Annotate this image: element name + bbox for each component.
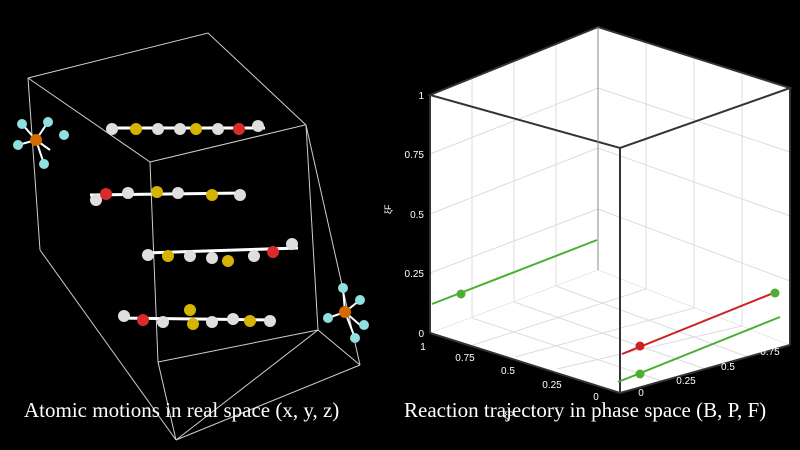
fluorine-atom [17,119,27,129]
carbon-atom [172,187,184,199]
floor-tick-label: 0.25 [542,380,562,391]
carbon-atom [206,252,218,264]
box-edges [426,25,794,394]
carbon-atom [184,250,196,262]
sulfur-atom [162,250,174,262]
fluorine-atom [39,159,49,169]
molecular-chain-4 [118,304,276,330]
sulfur-atom [244,315,256,327]
fluorine-atom [338,283,348,293]
trajectory-green-lower [617,316,781,383]
floor-tick-label: 0.75 [760,347,780,358]
oxygen-atom [233,123,245,135]
simulation-cell-box [27,32,361,441]
right-floor-ticks: 0 0.25 0.5 0.75 [638,347,780,399]
trajectory-point [635,369,645,379]
z-axis-label: ξF [383,204,393,214]
trajectory-red [621,288,780,355]
carbon-atom [212,123,224,135]
sulfur-atom [190,123,202,135]
trajectory-point [635,341,645,351]
floor-tick-label: 0.25 [676,376,696,387]
carbon-atom [152,123,164,135]
left-floor-ticks: 1 0.75 0.5 0.25 0 [420,342,599,403]
fluorine-atom [323,313,333,323]
floor-tick-label: 0.5 [501,366,515,377]
molecular-chain-2 [89,186,246,206]
z-tick-label: 0.75 [405,150,425,161]
carbon-atom [90,194,102,206]
oxygen-atom [137,314,149,326]
fluorine-atom [359,320,369,330]
floor-tick-label: 0.75 [455,353,475,364]
carbon-atom [227,313,239,325]
sulfur-atom [187,318,199,330]
fluorine-atom [43,117,53,127]
z-tick-label: 0.25 [405,269,425,280]
sulfur-atom [206,189,218,201]
carbon-atom [106,123,118,135]
sulfur-atom [130,123,142,135]
fluorine-atom [13,140,23,150]
molecular-chain-3 [142,238,299,267]
z-axis-ticks: 0 0.25 0.5 0.75 1 [405,91,425,340]
floor-tick-label: 1 [420,342,426,353]
trajectory-green-upper [431,239,598,305]
real-space-caption: Atomic motions in real space (x, y, z) [24,398,340,422]
fluorine-atom [350,333,360,343]
molecular-chain-1 [106,120,265,135]
grid-lines [429,42,791,382]
z-tick-label: 0 [418,329,424,340]
z-tick-label: 1 [418,91,424,102]
oxygen-atom [267,246,279,258]
carbon-atom [118,310,130,322]
floor-tick-label: 0 [638,388,644,399]
carbon-atom [264,315,276,327]
fluorine-atom [59,130,69,140]
fluorine-atom [355,295,365,305]
phase-space-plot: 0 0.25 0.5 0.75 1 ξF 1 0.75 0.5 0.25 0 ξ… [383,25,794,420]
carbon-atom [157,316,169,328]
floor-tick-label: 0.5 [721,362,735,373]
carbon-atom [142,249,154,261]
trajectory-point [456,289,466,299]
anion-lower-right [323,283,369,343]
trajectory-point [770,288,780,298]
front-axis-label: ξP [504,410,514,420]
phosphorus-atom [30,134,42,146]
carbon-atom [206,316,218,328]
floor-tick-label: 0 [593,392,599,403]
carbon-atom [122,187,134,199]
anion-upper-left [13,117,69,169]
z-tick-label: 0.5 [410,210,424,221]
sulfur-atom [222,255,234,267]
oxygen-atom [100,188,112,200]
carbon-atom [248,250,260,262]
carbon-atom [252,120,264,132]
carbon-atom [174,123,186,135]
phosphorus-atom [339,306,351,318]
real-space-view [13,32,369,441]
phase-space-caption: Reaction trajectory in phase space (B, P… [404,398,767,422]
sulfur-atom [151,186,163,198]
carbon-atom [286,238,298,250]
carbon-atom [234,189,246,201]
sulfur-atom [184,304,196,316]
